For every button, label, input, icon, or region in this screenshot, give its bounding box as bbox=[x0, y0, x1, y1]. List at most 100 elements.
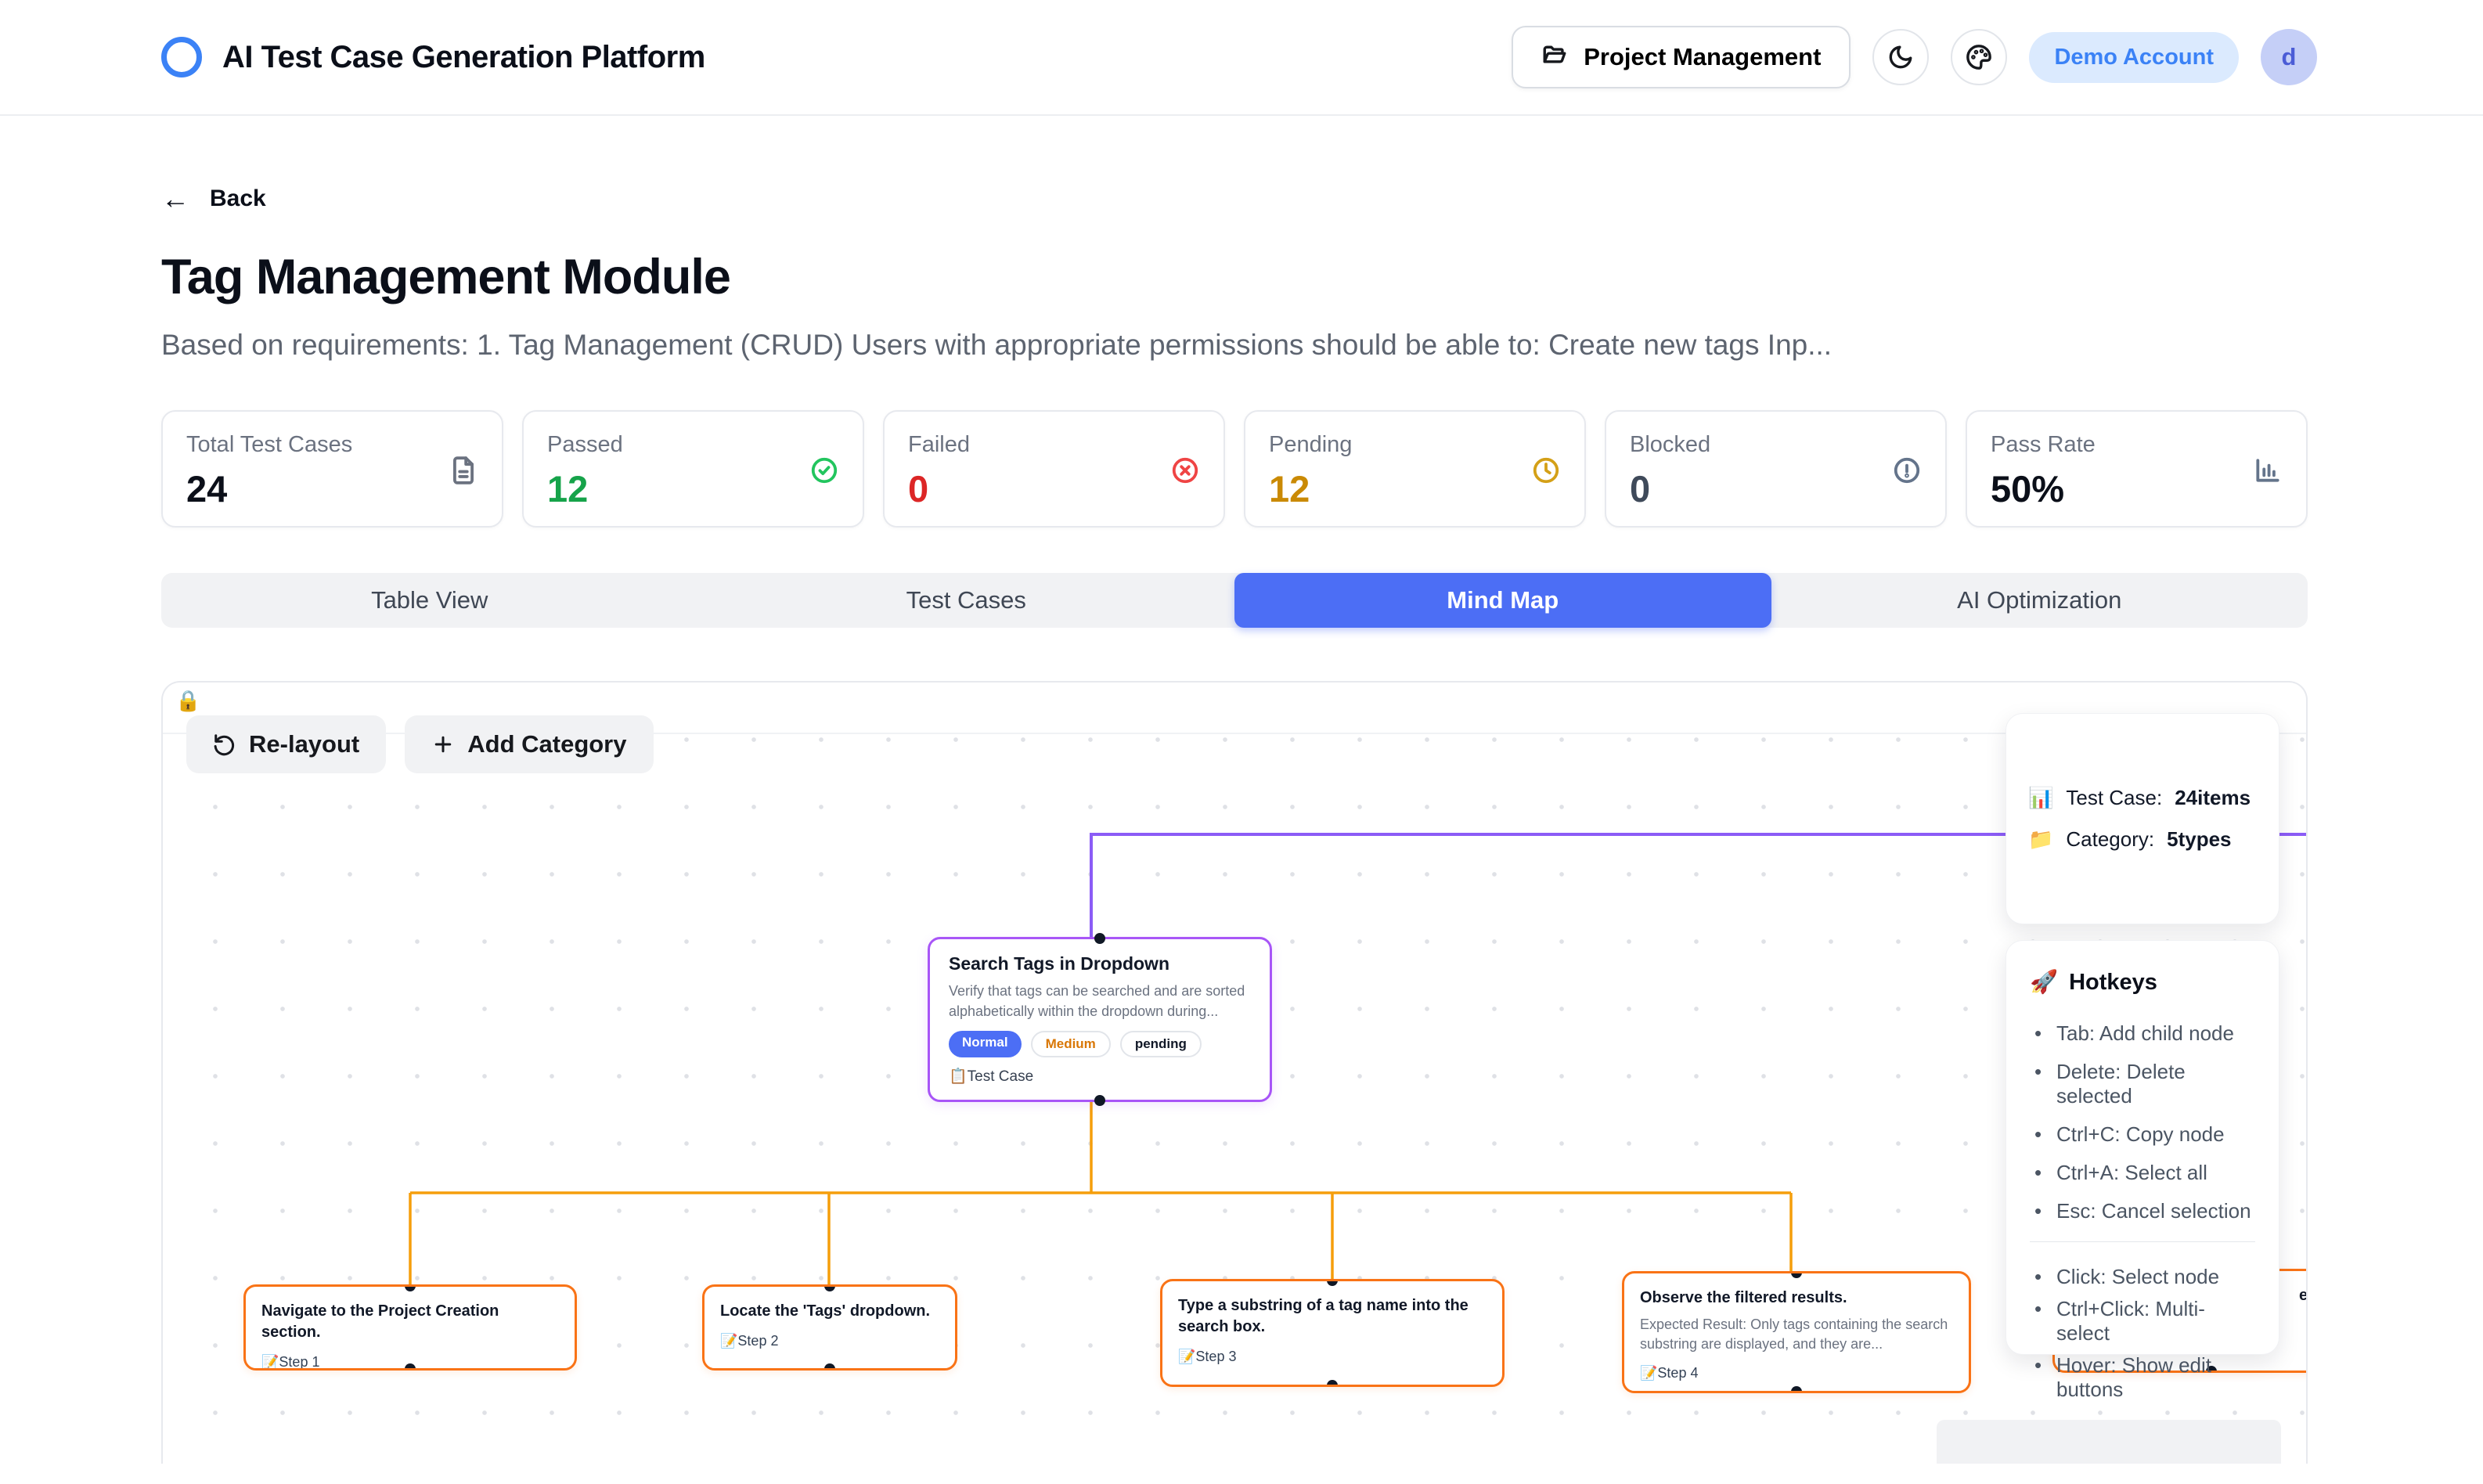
node-handle-top[interactable] bbox=[1094, 933, 1105, 944]
stat-value: 50% bbox=[1991, 468, 2065, 510]
tab-test-cases[interactable]: Test Cases bbox=[906, 586, 1026, 614]
legend-testcase-row: 📊 Test Case: 24items bbox=[2028, 786, 2257, 810]
project-management-button[interactable]: Project Management bbox=[1512, 26, 1851, 88]
memo-icon: 📝 bbox=[720, 1333, 738, 1349]
node-handle-top[interactable] bbox=[1791, 1273, 1802, 1278]
relayout-button[interactable]: Re-layout bbox=[186, 715, 387, 773]
check-circle-icon bbox=[811, 457, 838, 484]
plus-icon bbox=[435, 736, 452, 753]
theme-palette-button[interactable] bbox=[1951, 29, 2008, 85]
document-icon bbox=[453, 456, 474, 484]
testcase-node-title: Search Tags in Dropdown bbox=[949, 953, 1169, 974]
hotkeys-title: 🚀 Hotkeys bbox=[2030, 969, 2157, 996]
stats-row: Total Test Cases 24 Passed 12 Failed 0 P… bbox=[161, 410, 2308, 528]
stat-card-blocked: Blocked 0 bbox=[1605, 410, 1947, 528]
folder-open-icon bbox=[1543, 45, 1566, 63]
node-handle-bottom[interactable] bbox=[824, 1363, 835, 1368]
bar-chart-emoji-icon: 📊 bbox=[2028, 786, 2054, 809]
main-content: ← Back Tag Management Module Based on re… bbox=[0, 185, 2483, 1464]
testcase-badges: Normal Medium pending bbox=[949, 1031, 1251, 1058]
mindmap-edges bbox=[409, 833, 2306, 1287]
step-title: Navigate to the Project Creation section… bbox=[261, 1302, 499, 1341]
stat-card-pass-rate: Pass Rate 50% bbox=[1966, 410, 2308, 528]
tab-ai-optimization[interactable]: AI Optimization bbox=[1957, 586, 2122, 614]
header-actions: Project Management Demo Account d bbox=[1512, 26, 2317, 88]
node-handle-top[interactable] bbox=[824, 1287, 835, 1291]
stat-card-passed: Passed 12 bbox=[522, 410, 864, 528]
stat-card-pending: Pending 12 bbox=[1244, 410, 1586, 528]
step-node-1[interactable]: Navigate to the Project Creation section… bbox=[243, 1284, 577, 1371]
hotkeys-secondary-list: Click: Select node Ctrl+Click: Multi-sel… bbox=[2030, 1261, 2255, 1406]
add-category-button[interactable]: Add Category bbox=[405, 715, 654, 773]
tab-table-view[interactable]: Table View bbox=[371, 586, 488, 614]
view-tabs: Table View Test Cases Mind Map AI Optimi… bbox=[161, 573, 2308, 628]
testcase-node[interactable]: Search Tags in Dropdown Verify that tags… bbox=[928, 933, 1272, 1107]
memo-icon: 📝 bbox=[1178, 1349, 1196, 1364]
back-button[interactable]: ← Back bbox=[161, 185, 266, 213]
hotkey-item: Esc: Cancel selection bbox=[2030, 1192, 2255, 1230]
legend-testcase-label: Test Case: bbox=[2066, 786, 2163, 809]
node-handle-top[interactable] bbox=[405, 1287, 416, 1291]
memo-icon: 📝 bbox=[261, 1354, 279, 1370]
hotkey-item: Click: Select node bbox=[2030, 1261, 2255, 1293]
step-label: 📝Step 3 bbox=[1178, 1349, 1237, 1364]
stat-value: 0 bbox=[1630, 468, 1651, 510]
hotkeys-primary-list: Tab: Add child node Delete: Delete selec… bbox=[2030, 1014, 2255, 1230]
step-title: Type a substring of a tag name into the … bbox=[1178, 1297, 1469, 1335]
severity-badge: Medium bbox=[1030, 1031, 1111, 1058]
app-title: AI Test Case Generation Platform bbox=[222, 39, 705, 74]
node-handle-bottom[interactable] bbox=[1327, 1380, 1338, 1385]
mindmap-toolbar: Re-layout Add Category bbox=[186, 715, 654, 773]
stat-label: Failed bbox=[908, 432, 970, 457]
app-header: AI Test Case Generation Platform Project… bbox=[0, 0, 2483, 116]
page-subtitle: Based on requirements: 1. Tag Management… bbox=[161, 329, 1833, 361]
stat-label: Blocked bbox=[1630, 432, 1711, 457]
lock-icon[interactable]: 🔒 bbox=[175, 689, 201, 712]
memo-icon: 📝 bbox=[1640, 1365, 1658, 1381]
step-title: Observe the filtered results. bbox=[1640, 1289, 1847, 1306]
node-handle-bottom[interactable] bbox=[1791, 1386, 1802, 1391]
hotkey-item: Ctrl+A: Select all bbox=[2030, 1154, 2255, 1192]
stat-card-failed: Failed 0 bbox=[883, 410, 1225, 528]
page-title: Tag Management Module bbox=[161, 250, 731, 304]
legend-testcase-value: 24items bbox=[2175, 786, 2251, 809]
step-label: 📝Step 2 bbox=[720, 1333, 779, 1349]
hotkey-item: Ctrl+Click: Multi-select bbox=[2030, 1293, 2255, 1349]
node-type-label: 📋Test Case bbox=[949, 1068, 1034, 1086]
hotkeys-panel: 🚀 Hotkeys Tab: Add child node Delete: De… bbox=[2006, 940, 2279, 1401]
dark-mode-toggle[interactable] bbox=[1872, 29, 1930, 85]
back-arrow-icon: ← bbox=[161, 182, 189, 214]
moon-icon bbox=[1890, 45, 1912, 69]
stat-label: Pending bbox=[1269, 432, 1353, 457]
node-handle-bottom[interactable] bbox=[1094, 1095, 1105, 1107]
add-category-label: Add Category bbox=[467, 730, 627, 758]
stat-label: Total Test Cases bbox=[186, 432, 353, 457]
node-handle-top[interactable] bbox=[1327, 1281, 1338, 1286]
avatar[interactable]: d bbox=[2261, 29, 2317, 85]
legend-category-label: Category: bbox=[2066, 827, 2155, 851]
step-title: ectio bbox=[2299, 1287, 2308, 1304]
hotkey-item: Delete: Delete selected bbox=[2030, 1053, 2255, 1115]
node-handle-bottom[interactable] bbox=[405, 1363, 416, 1368]
step-label: 📝Step 1 bbox=[261, 1354, 320, 1370]
tab-mind-map[interactable]: Mind Map bbox=[1234, 573, 1771, 628]
mindmap-canvas[interactable]: 🔒 Re-layout Add Category bbox=[161, 681, 2308, 1464]
step-expected-result: Expected Result: Only tags containing th… bbox=[1640, 1317, 1948, 1353]
bar-chart-icon bbox=[2256, 459, 2279, 482]
hotkey-item: Tab: Add child node bbox=[2030, 1014, 2255, 1053]
step-node-3[interactable]: Type a substring of a tag name into the … bbox=[1160, 1279, 1505, 1387]
step-node-2[interactable]: Locate the 'Tags' dropdown. 📝Step 2 bbox=[702, 1284, 957, 1371]
back-label: Back bbox=[210, 186, 266, 211]
testcase-node-description: Verify that tags can be searched and are… bbox=[949, 983, 1245, 1020]
relayout-label: Re-layout bbox=[249, 730, 360, 758]
stat-value: 24 bbox=[186, 468, 228, 510]
account-badge[interactable]: Demo Account bbox=[2029, 31, 2239, 83]
project-management-label: Project Management bbox=[1584, 43, 1822, 70]
clipboard-icon: 📋 bbox=[949, 1068, 968, 1086]
rotate-ccw-icon bbox=[214, 734, 235, 756]
app-logo-icon bbox=[161, 37, 202, 77]
rocket-icon: 🚀 bbox=[2030, 970, 2059, 995]
mindmap-minimap[interactable] bbox=[1937, 1420, 2281, 1464]
stat-value: 0 bbox=[908, 468, 929, 510]
step-node-4[interactable]: Observe the filtered results. Expected R… bbox=[1622, 1271, 1971, 1393]
